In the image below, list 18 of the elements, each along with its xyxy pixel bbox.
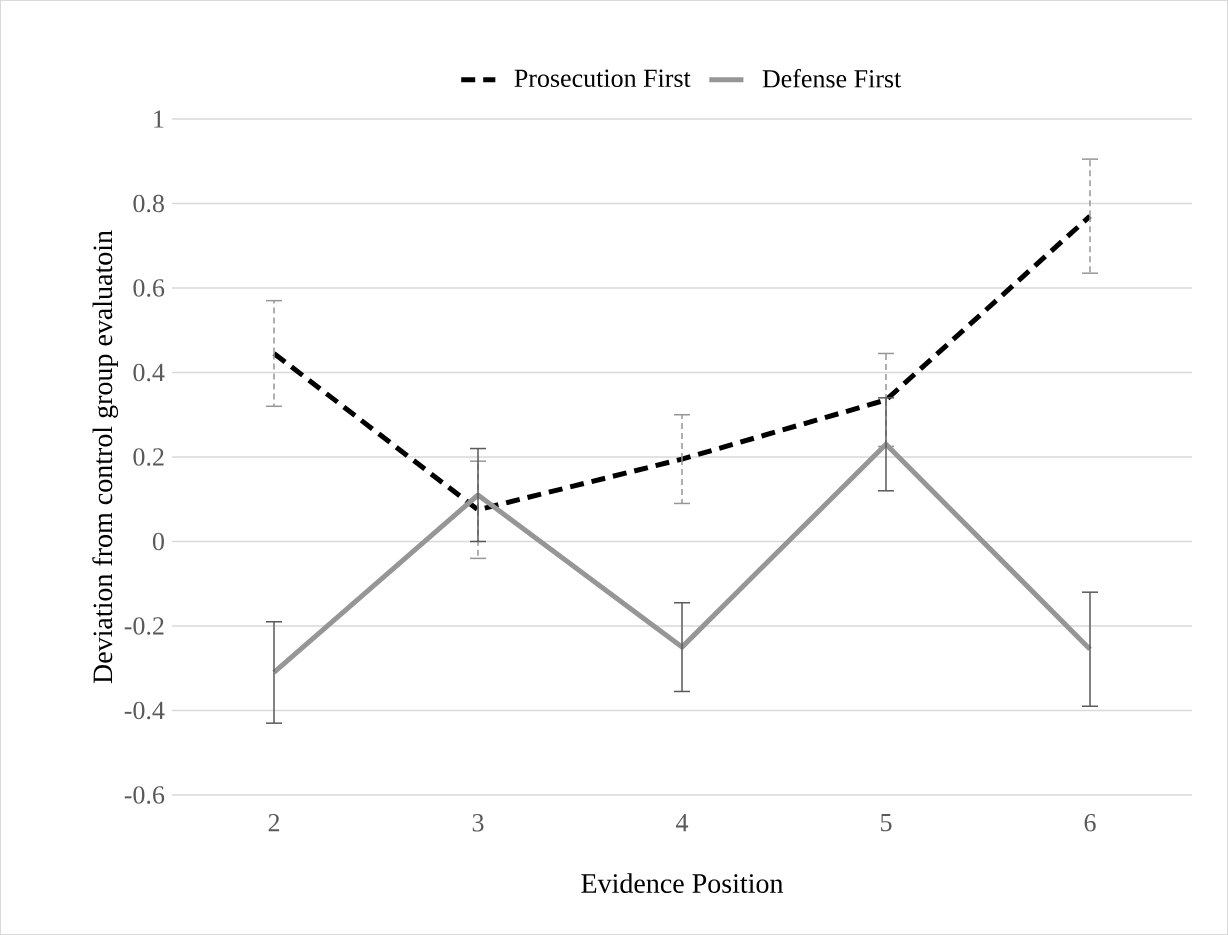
x-tick-label: 3: [472, 814, 484, 832]
y-tick-label: -0.6: [124, 786, 165, 804]
y-tick-label: -0.2: [124, 617, 164, 635]
y-tick-label: 0.4: [133, 363, 165, 382]
y-axis-title: Deviation from control group evaluatoin: [92, 230, 119, 684]
x-axis-title: Evidence Position: [581, 873, 784, 893]
y-tick-label: 0: [152, 532, 164, 551]
legend-label: Defense First: [762, 68, 902, 88]
y-tick-label: 1: [154, 110, 164, 128]
y-tick-label: 0.8: [133, 194, 164, 213]
y-tick-label: 0.2: [133, 448, 164, 466]
y-tick-label: -0.4: [124, 701, 165, 720]
y-tick-label: 0.6: [133, 279, 165, 297]
x-tick-label: 2: [268, 814, 280, 832]
legend-label: Prosecution First: [514, 69, 691, 88]
x-tick-label: 5: [881, 814, 892, 832]
x-tick-label: 6: [1084, 814, 1096, 832]
x-tick-label: 4: [676, 814, 689, 832]
